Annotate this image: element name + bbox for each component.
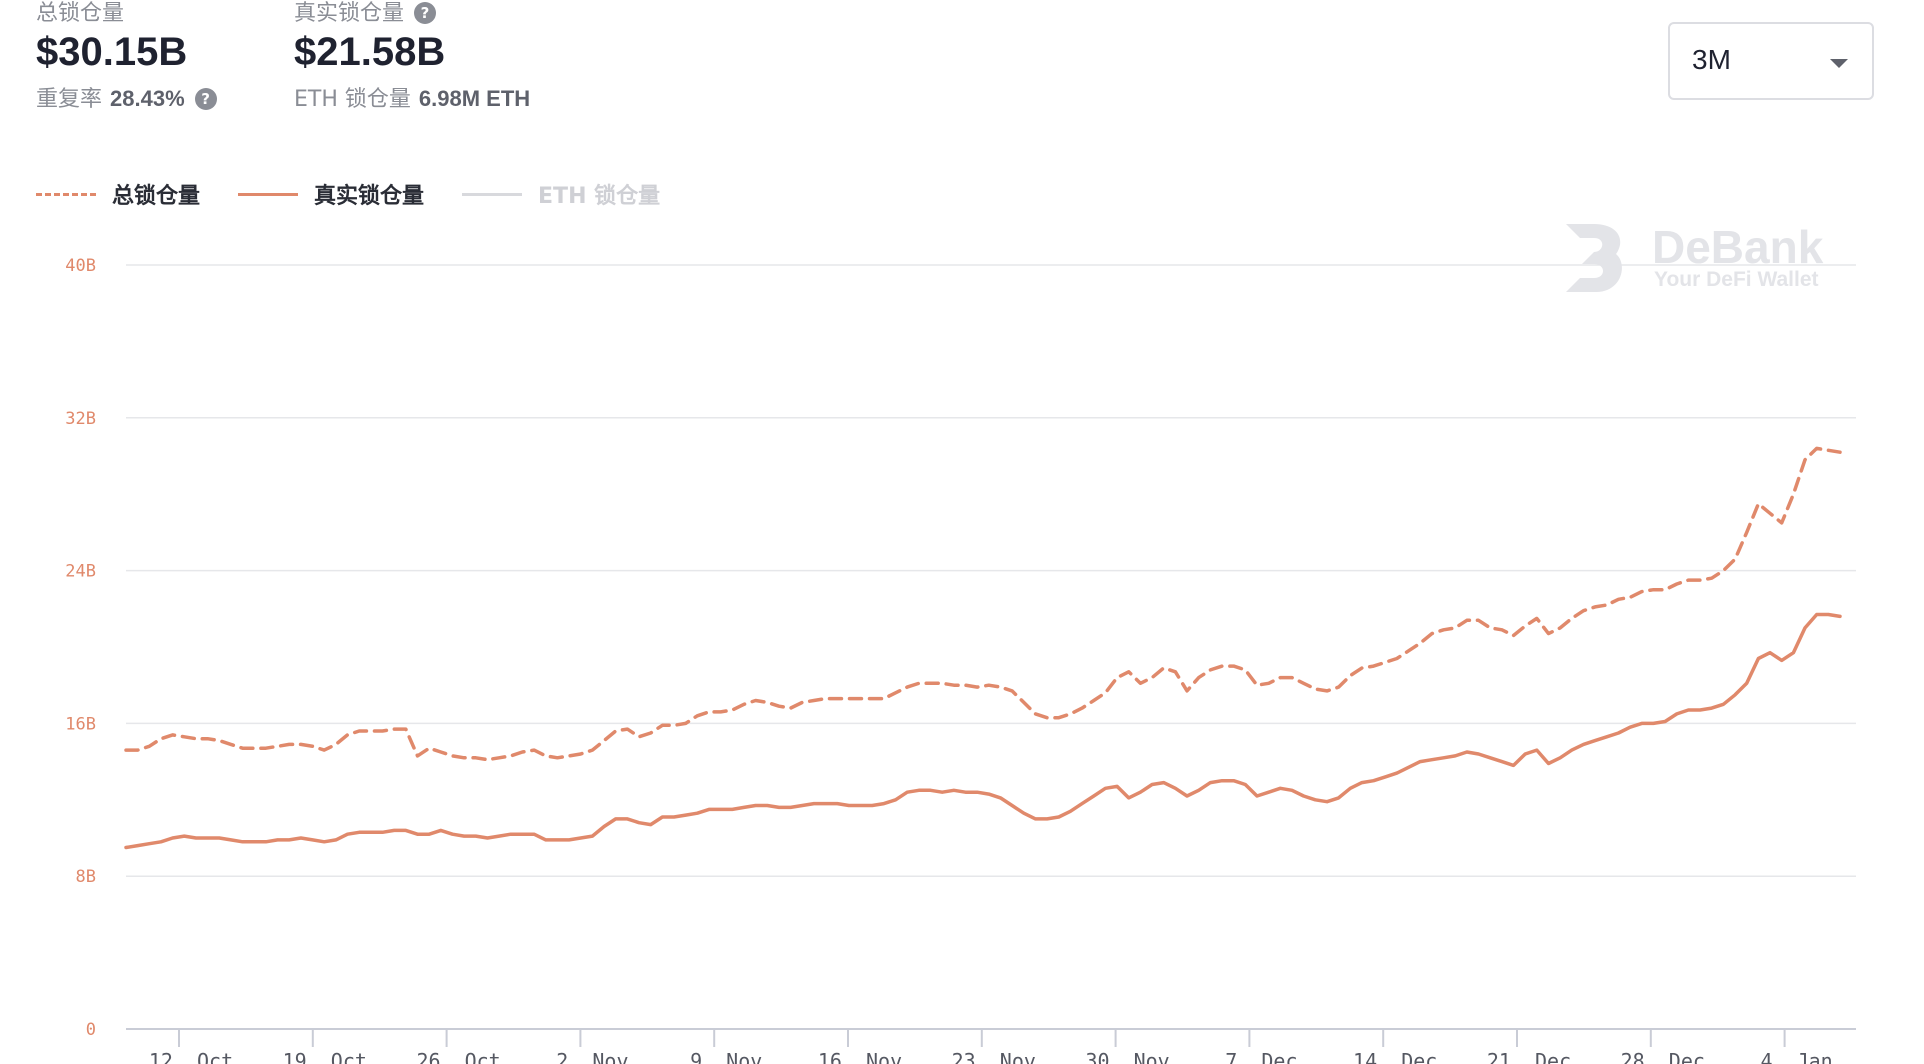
real-tvl-stat: 真实锁仓量? $21.58B ETH 锁仓量 6.98M ETH <box>294 0 530 115</box>
legend-item-total-tvl[interactable]: 总锁仓量 <box>36 178 200 210</box>
x-tick-label: 26. Oct <box>416 1049 500 1064</box>
solid-line-icon <box>238 192 299 196</box>
watermark-brand: DeBank <box>1652 221 1824 273</box>
legend-label: 真实锁仓量 <box>314 184 425 209</box>
y-tick-label: 8B <box>76 867 96 887</box>
series-line-real-tvl <box>124 612 1842 850</box>
solid-line-icon <box>462 192 523 196</box>
time-range-select[interactable]: 3M <box>1668 22 1874 100</box>
help-icon[interactable]: ? <box>414 2 437 24</box>
chevron-down-icon <box>1830 59 1848 68</box>
time-range-value: 3M <box>1692 44 1731 75</box>
chart-legend: 总锁仓量 真实锁仓量 ETH 锁仓量 <box>36 178 698 210</box>
duplicate-rate-label: 重复率 <box>36 87 103 112</box>
y-tick-label: 40B <box>65 256 96 276</box>
total-tvl-label: 总锁仓量 <box>36 1 125 26</box>
legend-label: ETH 锁仓量 <box>538 184 661 209</box>
real-tvl-label: 真实锁仓量 <box>294 1 405 26</box>
eth-locked-value: 6.98M ETH <box>418 86 531 111</box>
x-tick-label: 4. Jan <box>1760 1049 1832 1064</box>
x-tick-label: 9. Nov <box>690 1049 762 1064</box>
duplicate-rate-value: 28.43% <box>110 86 185 111</box>
x-tick-label: 30. Nov <box>1085 1049 1169 1064</box>
y-tick-label: 32B <box>65 409 96 429</box>
debank-logo-icon <box>1566 224 1622 292</box>
eth-locked-label: ETH 锁仓量 <box>294 87 411 112</box>
x-tick-label: 2. Nov <box>556 1049 628 1064</box>
x-tick-label: 23. Nov <box>952 1049 1036 1064</box>
y-tick-label: 0 <box>86 1020 96 1040</box>
x-tick-label: 14. Dec <box>1353 1049 1437 1064</box>
legend-item-eth-locked[interactable]: ETH 锁仓量 <box>462 178 660 210</box>
x-tick-label: 21. Dec <box>1487 1049 1571 1064</box>
legend-item-real-tvl[interactable]: 真实锁仓量 <box>238 178 424 210</box>
y-tick-label: 16B <box>65 714 96 734</box>
eth-locked-row: ETH 锁仓量 6.98M ETH <box>294 84 530 115</box>
duplicate-rate-row: 重复率 28.43%? <box>36 84 217 115</box>
x-tick-label: 7. Dec <box>1225 1049 1297 1064</box>
real-tvl-value: $21.58B <box>294 30 446 74</box>
x-tick-label: 16. Nov <box>818 1049 902 1064</box>
y-tick-label: 24B <box>65 562 96 582</box>
legend-label: 总锁仓量 <box>112 184 201 209</box>
series-line-total-tvl <box>124 446 1842 762</box>
help-icon[interactable]: ? <box>194 88 217 110</box>
total-tvl-stat: 总锁仓量 $30.15B 重复率 28.43%? <box>36 0 217 115</box>
x-tick-label: 28. Dec <box>1621 1049 1705 1064</box>
x-tick-label: 19. Oct <box>283 1049 367 1064</box>
real-tvl-label-row: 真实锁仓量? <box>294 0 530 28</box>
dashed-line-icon <box>36 192 96 196</box>
x-tick-label: 12. Oct <box>149 1049 233 1064</box>
watermark-tagline: Your DeFi Wallet <box>1654 268 1819 291</box>
total-tvl-value: $30.15B <box>36 30 188 74</box>
